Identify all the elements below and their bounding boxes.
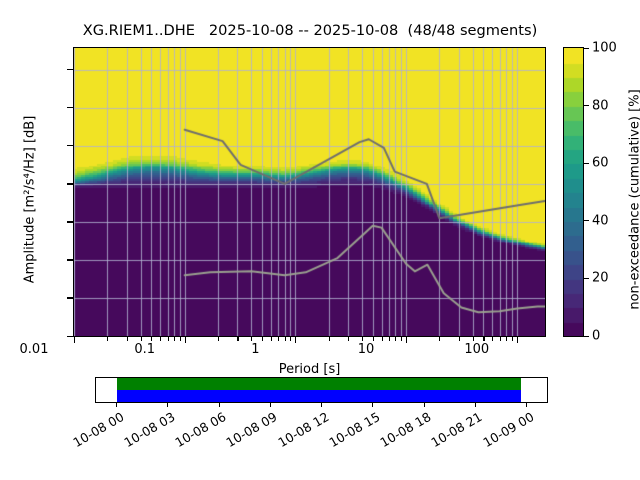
x-tick-mark-minor	[173, 337, 176, 341]
x-tick-mark-minor	[506, 337, 508, 341]
timeline-tick-mark	[321, 403, 323, 407]
y-tick-mark	[67, 107, 73, 109]
x-tick-mark-major	[516, 337, 518, 343]
x-tick-label: 1	[251, 342, 260, 357]
ppsd-plot-area[interactable]	[73, 47, 546, 337]
x-tick-mark-minor	[160, 337, 162, 341]
x-tick-mark-major	[406, 337, 408, 343]
timeline-tick-mark	[372, 403, 374, 407]
colorbar-tick-label: 100	[592, 40, 617, 56]
colorbar-tick-mark	[584, 335, 589, 337]
colorbar-tick-mark	[584, 277, 589, 279]
y-tick-mark	[67, 297, 73, 299]
noise-model-curves-layer	[74, 48, 545, 336]
x-tick-mark-minor	[388, 337, 390, 341]
x-tick-mark-minor	[362, 337, 364, 341]
y-tick-mark	[67, 183, 73, 185]
x-tick-mark-minor	[167, 337, 169, 341]
x-tick-mark-minor	[278, 337, 280, 341]
y-tick-mark	[67, 335, 73, 337]
x-tick-mark-minor	[262, 337, 264, 341]
y-tick-mark	[67, 259, 73, 261]
x-tick-mark-minor	[107, 337, 109, 341]
colorbar[interactable]	[563, 47, 584, 337]
colorbar-gradient	[564, 48, 583, 336]
x-tick-mark-minor	[492, 337, 494, 341]
x-tick-mark-minor	[290, 337, 292, 341]
y-tick-mark	[67, 69, 73, 71]
x-tick-mark-minor	[251, 337, 253, 341]
x-axis-label: Period [s]	[278, 362, 341, 377]
x-tick-mark-major	[295, 337, 297, 343]
x-tick-mark-minor	[400, 337, 403, 341]
x-tick-mark-minor	[381, 337, 383, 341]
y-tick-mark	[67, 221, 73, 223]
timeline-tick-mark	[526, 403, 528, 407]
colorbar-tick-label: 0	[592, 328, 601, 344]
colorbar-tick-mark	[584, 220, 589, 222]
data-coverage-blue	[116, 390, 522, 402]
x-tick-mark-major	[184, 337, 186, 343]
x-tick-mark-minor	[328, 337, 330, 341]
timeline-tick-mark	[218, 403, 220, 407]
colorbar-tick-label: 80	[592, 98, 609, 114]
colorbar-tick-mark	[584, 162, 589, 164]
timeline-tick-mark	[269, 403, 271, 407]
x-tick-mark-minor	[179, 337, 181, 341]
timeline-tick-mark	[423, 403, 425, 407]
data-coverage-green	[116, 378, 522, 390]
x-tick-mark-major	[74, 337, 76, 343]
page-title: XG.RIEM1..DHE 2025-10-08 -- 2025-10-08 (…	[82, 22, 538, 39]
x-tick-mark-minor	[458, 337, 460, 341]
colorbar-tick-mark	[584, 47, 589, 49]
colorbar-label: non-exceedance (cumulative) [%]	[627, 89, 640, 310]
data-coverage-timeline[interactable]	[95, 377, 548, 403]
timeline-tick-mark	[474, 403, 476, 407]
colorbar-tick-mark	[584, 105, 589, 107]
x-tick-mark-minor	[140, 337, 142, 341]
colorbar-tick-label: 20	[592, 270, 609, 286]
x-tick-label: 10	[357, 342, 375, 357]
x-tick-mark-minor	[483, 337, 485, 341]
x-tick-mark-minor	[151, 337, 153, 341]
x-tick-mark-minor	[499, 337, 501, 341]
x-tick-mark-minor	[348, 337, 350, 341]
x-tick-mark-minor	[284, 337, 286, 341]
y-axis-label: Amplitude [m²/s⁴/Hz] [dB]	[22, 115, 38, 284]
x-tick-mark-minor	[218, 337, 220, 341]
timeline-tick-mark	[116, 403, 118, 407]
x-tick-mark-minor	[472, 337, 474, 341]
x-tick-mark-minor	[395, 337, 397, 341]
x-tick-mark-minor	[439, 337, 441, 341]
timeline-tick-mark	[167, 403, 169, 407]
x-tick-label: 0.01	[19, 342, 49, 357]
colorbar-tick-label: 60	[592, 155, 609, 171]
x-tick-mark-minor	[372, 337, 374, 341]
x-tick-label: 0.1	[134, 342, 156, 357]
x-tick-label: 100	[464, 342, 490, 357]
y-tick-mark	[67, 145, 73, 147]
colorbar-tick-label: 40	[592, 213, 609, 229]
x-tick-mark-minor	[237, 337, 239, 341]
x-tick-mark-minor	[511, 337, 513, 341]
x-tick-mark-minor	[270, 337, 272, 341]
x-tick-mark-minor	[126, 337, 128, 341]
